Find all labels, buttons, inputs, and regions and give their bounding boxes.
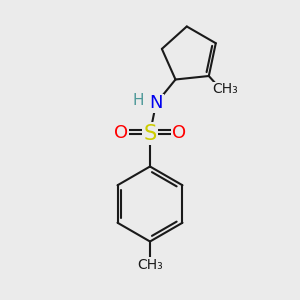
Text: CH₃: CH₃ — [137, 258, 163, 272]
Text: H: H — [132, 93, 144, 108]
Text: CH₃: CH₃ — [213, 82, 238, 96]
Text: O: O — [172, 124, 186, 142]
Text: S: S — [143, 124, 157, 143]
Text: N: N — [149, 94, 163, 112]
Text: O: O — [114, 124, 128, 142]
